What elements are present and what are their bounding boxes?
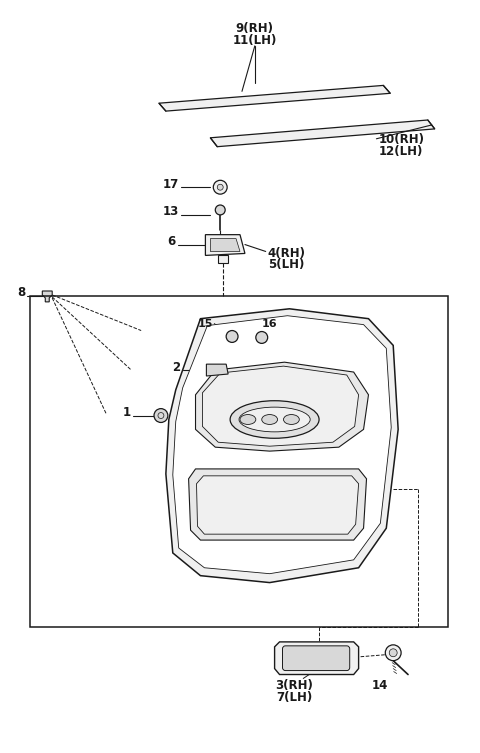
Text: 16: 16: [262, 319, 277, 328]
Circle shape: [213, 180, 227, 194]
Circle shape: [158, 413, 164, 419]
Polygon shape: [189, 469, 367, 540]
Polygon shape: [206, 364, 228, 376]
Polygon shape: [275, 642, 359, 675]
Text: 4(RH): 4(RH): [268, 246, 306, 260]
Ellipse shape: [262, 415, 277, 425]
Circle shape: [385, 645, 401, 660]
Circle shape: [216, 205, 225, 215]
Circle shape: [154, 409, 168, 422]
Text: 17: 17: [162, 178, 179, 191]
Text: 15: 15: [198, 319, 213, 328]
Circle shape: [389, 649, 397, 657]
Text: 10(RH): 10(RH): [378, 133, 424, 146]
Polygon shape: [42, 291, 52, 302]
Text: 5(LH): 5(LH): [268, 258, 304, 271]
Polygon shape: [195, 362, 369, 451]
Polygon shape: [166, 309, 398, 583]
Polygon shape: [173, 316, 391, 574]
Circle shape: [226, 331, 238, 343]
Text: 2: 2: [173, 361, 180, 373]
Text: 6: 6: [168, 235, 176, 248]
Text: 14: 14: [372, 679, 388, 693]
Ellipse shape: [239, 407, 310, 432]
Circle shape: [256, 331, 268, 343]
Text: 9(RH): 9(RH): [236, 22, 274, 35]
Polygon shape: [203, 366, 359, 447]
Polygon shape: [210, 120, 435, 147]
Ellipse shape: [284, 415, 300, 425]
Text: 3(RH): 3(RH): [276, 679, 313, 693]
Polygon shape: [159, 85, 390, 111]
Polygon shape: [210, 239, 240, 252]
FancyBboxPatch shape: [283, 646, 350, 671]
Polygon shape: [205, 235, 245, 255]
Text: 1: 1: [123, 406, 131, 419]
Circle shape: [217, 184, 223, 191]
Polygon shape: [218, 255, 228, 264]
Ellipse shape: [240, 415, 256, 425]
Bar: [30, 296, 447, 627]
Text: 7(LH): 7(LH): [276, 691, 312, 704]
Polygon shape: [196, 476, 359, 534]
Text: 8: 8: [18, 286, 26, 300]
Ellipse shape: [230, 401, 319, 438]
Text: 11(LH): 11(LH): [233, 34, 277, 47]
Text: 12(LH): 12(LH): [378, 145, 423, 157]
Text: 13: 13: [162, 206, 179, 218]
